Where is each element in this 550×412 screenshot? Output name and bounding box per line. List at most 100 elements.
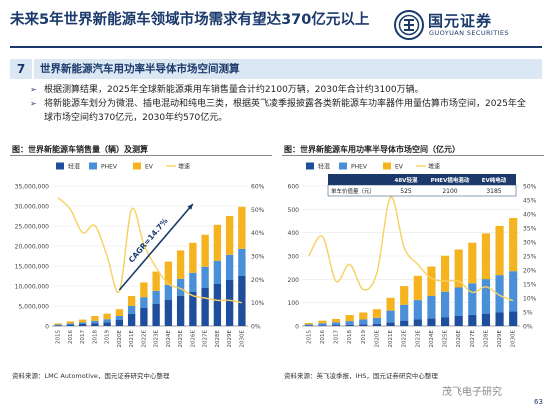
y-tick-label: 5,000,000	[18, 304, 49, 311]
x-tick-label: 2027E	[470, 329, 476, 347]
bar-segment	[66, 323, 75, 325]
bar-segment	[201, 288, 209, 326]
x-tick-label: 2030E	[511, 329, 517, 347]
bar-segment	[481, 313, 491, 326]
bar-segment	[78, 324, 87, 326]
y2-tick-label: 30%	[523, 240, 537, 247]
sales-chart: 0 5,000,000 10,000,000 15,000,000 20,000,000…	[15, 162, 265, 347]
y2-tick-label: 30%	[251, 254, 265, 261]
cagr-arrow	[118, 203, 194, 291]
legend-label: PHEV	[351, 164, 368, 171]
legend-swatch	[339, 162, 347, 170]
bar-segment	[359, 312, 368, 320]
section-number: 7	[10, 59, 32, 79]
y2-tick-label: 40%	[523, 212, 537, 219]
bar-segment	[189, 292, 197, 326]
inset-table-cell: 2100	[442, 188, 457, 195]
bar-segment	[176, 250, 185, 279]
bar-segment	[400, 286, 409, 305]
x-tick-label: 2015	[56, 330, 62, 344]
bar-segment	[152, 304, 160, 326]
x-tick-label: 2019	[361, 330, 367, 344]
chart-title-rule	[10, 155, 272, 156]
y-tick-label: 0	[295, 324, 299, 331]
bar-segment	[386, 310, 395, 323]
bar-segment	[225, 280, 234, 326]
x-tick-label: 2022E	[141, 329, 147, 347]
bar-segment	[127, 306, 136, 314]
y2-tick-label: 10%	[523, 296, 537, 303]
legend-label: EV	[145, 164, 154, 171]
bar-segment	[359, 324, 368, 326]
y-tick-label: 20,000,000	[15, 244, 50, 251]
bullet-text: 将新能源车划分为微混、插电混动和纯电三类，根据英飞凌季报披露各类新能源车功率器件…	[44, 99, 526, 123]
y-tick-label: 35,000,000	[15, 184, 50, 191]
y-tick-label: 10,000,000	[15, 284, 50, 291]
x-tick-label: 2024E	[166, 329, 172, 347]
bar-segment	[427, 295, 436, 319]
x-tick-label: 2015	[306, 330, 312, 344]
x-tick-label: 2026E	[190, 329, 196, 347]
bar-segment	[127, 296, 136, 306]
inset-table-header-cell: EV纯电动	[482, 176, 507, 184]
bar-segment	[238, 248, 246, 276]
bar-segment	[213, 284, 222, 326]
bar-segment	[115, 309, 124, 316]
x-tick-label: 2020E	[117, 329, 123, 347]
x-tick-label: 2025E	[443, 329, 449, 347]
bar-segment	[359, 319, 368, 325]
market-chart: 0 100 200 300 400 500 600 0% 5% 10% 15% 20% 25% 30% 35…	[288, 162, 537, 347]
bar-segment	[495, 225, 504, 276]
bar-segment	[115, 316, 124, 320]
bar-segment	[189, 242, 197, 273]
x-tick-label: 2021E	[388, 329, 394, 347]
bar-segment	[386, 322, 395, 326]
y-tick-label: 25,000,000	[15, 224, 50, 231]
company-logo: 国元证券 GUOYUAN SECURITIES	[394, 10, 544, 42]
inset-table-row-label: 单车价值量（元）	[331, 187, 375, 195]
bullet-list: ➢ 根据测算结果，2025年全球新能源乘用车销售量合计约2100万辆，2030年…	[30, 83, 530, 125]
bar-segment	[509, 311, 518, 326]
bar-segment	[318, 323, 327, 326]
y-tick-label: 30,000,000	[15, 204, 50, 211]
y2-tick-label: 15%	[523, 282, 537, 289]
legend-label: 轻混	[318, 163, 330, 171]
bar-segment	[91, 323, 99, 326]
y2-tick-label: 45%	[523, 198, 537, 205]
logo-mark-icon	[394, 10, 424, 40]
bar-segment	[164, 284, 173, 300]
x-tick-label: 2020E	[374, 329, 380, 347]
legend-swatch	[133, 162, 141, 170]
cagr-arrow-head	[187, 204, 193, 210]
source-note-right: 资料来源：英飞凌季报，IHS，国元证券研究中心整理	[284, 372, 438, 380]
bar-segment	[468, 242, 477, 284]
bar-segment	[91, 316, 99, 321]
bar-segment	[345, 324, 354, 326]
y-tick-label: 15,000,000	[15, 264, 50, 271]
x-tick-label: 2030E	[239, 329, 245, 347]
legend-swatch	[56, 162, 64, 170]
bar-segment	[372, 317, 382, 324]
y-tick-label: 100	[288, 300, 300, 307]
bar-segment	[189, 272, 197, 292]
bar-segment	[176, 296, 185, 326]
x-tick-label: 2018	[347, 330, 353, 344]
bar-segment	[509, 217, 518, 272]
bar-segment	[454, 287, 463, 316]
bar-segment	[454, 315, 463, 326]
bar-segment	[78, 322, 87, 324]
y2-tick-label: 50%	[523, 184, 537, 191]
bar-segment	[318, 325, 327, 326]
bar-segment	[345, 315, 354, 322]
x-tick-label: 2017	[334, 330, 340, 344]
x-tick-label: 2016	[68, 330, 74, 344]
y-tick-label: 0	[45, 324, 49, 331]
y2-tick-label: 0%	[523, 324, 533, 331]
header-divider	[10, 46, 542, 48]
y2-tick-label: 20%	[523, 268, 537, 275]
bar-segment	[495, 312, 504, 326]
legend-label: 增速	[428, 163, 440, 171]
x-tick-label: 2023E	[154, 329, 160, 347]
y2-tick-label: 10%	[251, 300, 265, 307]
x-tick-label: 2027E	[203, 329, 209, 347]
